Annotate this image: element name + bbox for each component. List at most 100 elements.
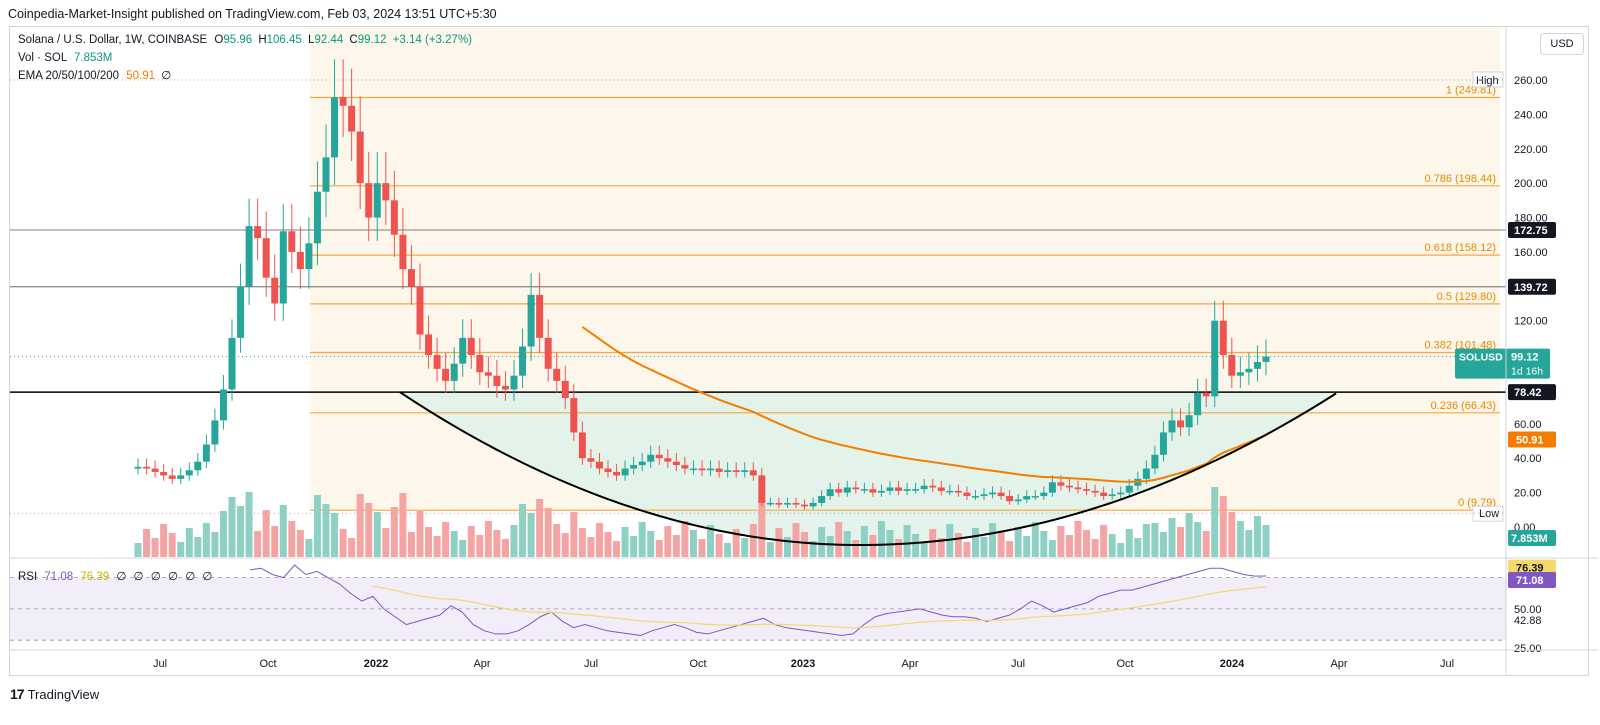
candle-body [621,468,629,476]
x-axis-tick-label: Apr [901,658,918,670]
volume-bar [484,521,492,557]
candle-body [1211,320,1219,397]
candle-body [1040,492,1048,497]
volume-label: Vol · SOL [18,52,67,64]
y-axis-tick-label: 240.00 [1514,109,1548,121]
open-label: O [214,34,224,46]
candle-body [467,337,475,356]
candle-body [228,337,236,390]
candle-body [1074,487,1082,490]
candle-body [707,468,715,471]
volume-bar [971,528,979,557]
candle-body [1194,392,1202,416]
candle-body [382,183,390,201]
candle-body [877,490,885,493]
volume-bar [390,507,398,557]
rsi-ma-value: 76.39 [80,571,110,583]
candle-body [655,454,663,459]
fib-level-label: 0.5 (129.80) [1437,291,1496,303]
volume-bar [741,538,749,557]
fib-level-label: 0.382 (101.48) [1424,340,1496,352]
volume-bar [527,513,535,557]
candle-body [1083,489,1091,491]
y-axis-tick-label: 20.00 [1514,488,1542,500]
candle-body [749,470,757,476]
volume-bar [339,529,347,557]
volume-bar [707,525,715,557]
volume-bar [331,513,339,557]
candle-body [493,375,501,387]
candle-body [869,489,877,493]
x-axis-tick-label: 2023 [791,658,815,670]
volume-bar [262,510,270,557]
candle-body [1159,432,1167,455]
x-axis-tick-label: Jul [153,658,167,670]
candle-body [322,157,330,192]
fib-level-label: 1 (249.81) [1446,85,1496,97]
currency-button[interactable]: USD [1540,33,1584,55]
x-axis-tick-label: Jul [584,658,598,670]
low-label: Low [1479,508,1499,520]
volume-bar [501,539,509,557]
candle-body [587,458,595,462]
volume-bar [954,533,962,557]
volume-bar [1194,522,1202,557]
candle-body [211,420,219,445]
y-axis-tick-label: 120.00 [1514,316,1548,328]
candle-body [134,466,142,469]
volume-bar [211,532,219,557]
candle-body [792,502,800,505]
volume-bar [245,492,253,557]
volume-bar [202,523,210,557]
volume-bar [561,533,569,557]
candle-body [553,368,561,381]
candle-body [1185,415,1193,428]
rsi-ma-tag-bg [1508,559,1556,576]
candle-body [775,502,783,505]
candle-body [1151,454,1159,469]
volume-bar [425,527,433,557]
volume-bar [758,503,766,557]
volume-bar [989,523,997,557]
volume-bar [1031,522,1039,557]
ema-legend: EMA 20/50/100/200 50.91 ∅ [18,68,171,82]
volume-bar [356,494,364,557]
volume-bar [1074,521,1082,557]
volume-bar [1245,530,1253,557]
candle-body [561,380,569,399]
volume-bar [1151,523,1159,557]
candle-body [1065,485,1073,488]
x-axis-tick-label: Oct [689,658,706,670]
volume-bar [630,536,638,557]
candle-body [766,502,774,505]
level-tag-label: 139.72 [1514,282,1548,294]
volume-bar [553,524,561,557]
volume-bar [587,537,595,557]
volume-bar [1228,512,1236,557]
candle-body [313,191,321,244]
candle-body [971,496,979,498]
volume-bar [288,521,296,557]
volume-bar [493,530,501,557]
volume-bar [766,542,774,557]
volume-bar [237,506,245,557]
volume-bar [1108,534,1116,557]
candle-body [245,226,253,287]
volume-bar [1177,527,1185,557]
volume-bar [536,499,544,557]
candle-body [390,200,398,235]
rsi-label: RSI [18,571,38,583]
price-tag-countdown: 1d 16h [1511,366,1543,378]
volume-bar [373,512,381,557]
candle-body [595,461,603,469]
volume-bar [1100,525,1108,557]
volume-bar [1202,531,1210,557]
volume-bar [1040,531,1048,557]
volume-bar [826,536,834,557]
volume-bar [177,542,185,557]
candle-body [801,504,809,507]
candle-body [809,502,817,507]
symbol-title: Solana / U.S. Dollar, 1W, COINBASE [18,34,208,46]
candle-body [630,465,638,469]
